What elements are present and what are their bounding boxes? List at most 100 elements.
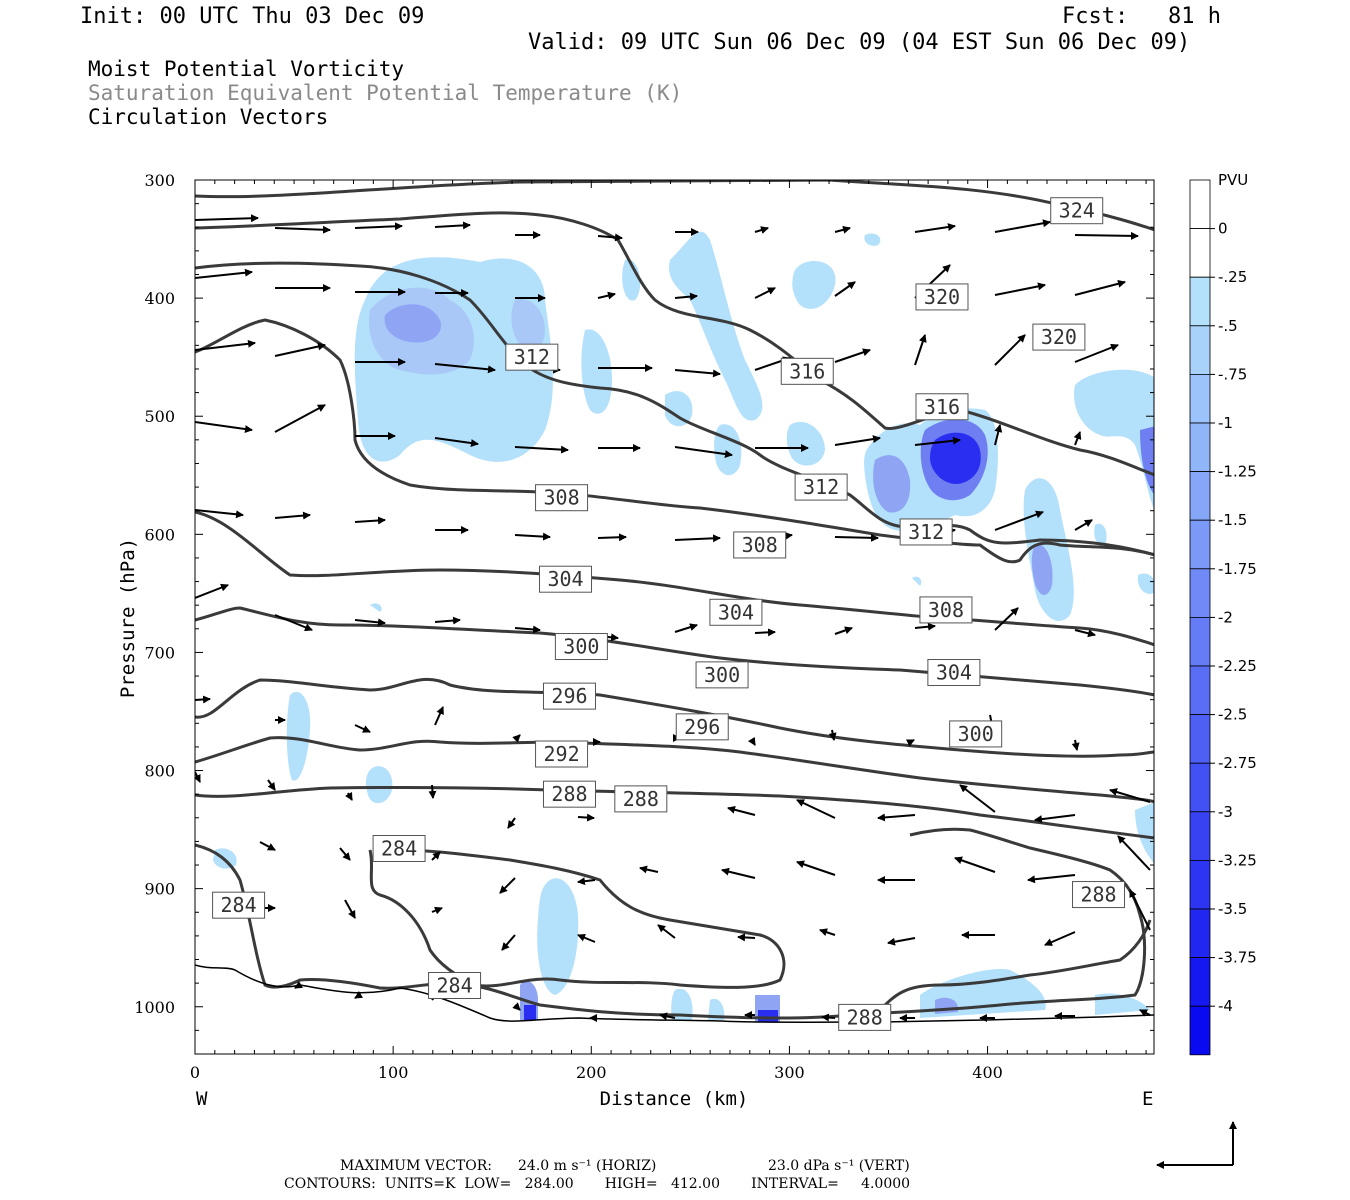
circulation-vector xyxy=(1073,431,1082,446)
circulation-vector xyxy=(434,706,444,726)
circulation-vector xyxy=(345,791,353,801)
contour-label: 292 xyxy=(543,742,579,766)
contour-label-box xyxy=(709,598,763,626)
pv-colorbar: PVU 0 -.25 -.5 -.75 -1 -1.25 -1.5 -1.75 -2 -2.25 -2… xyxy=(1189,171,1257,1056)
contour-label-box xyxy=(675,713,729,741)
circulation-vector xyxy=(819,928,836,937)
circulation-vector xyxy=(754,226,769,234)
max-vector-label: MAXIMUM VECTOR: xyxy=(340,1158,492,1174)
contour-label: 284 xyxy=(381,836,417,860)
east-label: E xyxy=(1142,1088,1153,1110)
colorbar-label: -2.5 xyxy=(1218,706,1247,724)
colorbar-label: -2 xyxy=(1218,608,1233,626)
pv-blob xyxy=(365,766,393,804)
contour-info: CONTOURS: UNITS=K LOW= 284.00 HIGH= 412.… xyxy=(284,1176,911,1192)
colorbar-swatch xyxy=(1189,471,1211,521)
colorbar-swatch xyxy=(1189,908,1211,958)
circulation-vector xyxy=(674,534,721,543)
contour-label: 284 xyxy=(221,893,257,917)
contour-line xyxy=(368,848,786,989)
circulation-vector xyxy=(294,980,304,989)
circulation-vector xyxy=(501,934,516,951)
contour-line xyxy=(195,677,1154,758)
circulation-vector xyxy=(674,369,721,378)
circulation-vector xyxy=(994,424,1003,446)
contour-line xyxy=(195,606,1154,697)
circulation-vector xyxy=(597,233,623,242)
circulation-vector xyxy=(195,421,253,433)
contour-line xyxy=(195,736,1154,804)
contour-label: 288 xyxy=(551,782,587,806)
circulation-vector xyxy=(507,817,516,829)
theta-es-contours xyxy=(195,180,1154,1020)
pv-blob xyxy=(537,878,579,995)
circulation-vector xyxy=(828,729,837,741)
x-tick-label: 100 xyxy=(378,1063,409,1082)
contour-label: 308 xyxy=(543,486,579,510)
contour-label: 296 xyxy=(684,715,720,739)
circulation-vector xyxy=(354,618,386,627)
circulation-vector xyxy=(1074,629,1096,638)
circulation-vector xyxy=(721,867,756,879)
contour-line xyxy=(195,318,1154,564)
pv-blob xyxy=(669,231,763,421)
colorbar-swatch xyxy=(1189,665,1211,715)
contour-line xyxy=(195,510,1154,647)
title-pv: Moist Potential Vorticity xyxy=(88,57,405,81)
pv-blob xyxy=(1140,426,1154,495)
circulation-vector xyxy=(747,736,756,746)
contour-label: 304 xyxy=(547,567,583,591)
circulation-vector xyxy=(354,516,386,525)
contour-label-box xyxy=(733,531,787,559)
contour-label: 284 xyxy=(437,973,473,997)
circulation-vector xyxy=(195,509,244,519)
circulation-vector xyxy=(354,990,364,999)
contour-label: 316 xyxy=(924,395,960,419)
contour-label: 320 xyxy=(924,285,960,309)
contour-label: 312 xyxy=(908,520,944,544)
contour-label-box xyxy=(212,891,266,919)
circulation-vector xyxy=(834,533,879,542)
pv-blob xyxy=(286,691,311,781)
contour-label: 288 xyxy=(847,1005,883,1029)
circulation-vector xyxy=(434,437,479,447)
circulation-vector xyxy=(267,779,276,791)
colorbar-swatch xyxy=(1189,811,1211,861)
circulation-vector xyxy=(499,877,516,894)
circulation-vector xyxy=(577,813,595,822)
circulation-vector xyxy=(737,933,756,942)
pv-blob xyxy=(912,576,922,586)
circulation-vector xyxy=(914,436,961,446)
pv-blob xyxy=(1137,573,1154,594)
contour-label-box xyxy=(614,785,668,813)
circulation-vector xyxy=(959,784,996,813)
reference-vectors xyxy=(1156,1121,1237,1169)
circulation-vector xyxy=(344,899,356,919)
max-vector-horiz: 24.0 m s⁻¹ (HORIZ) xyxy=(518,1158,657,1174)
contour-label-box xyxy=(838,1003,892,1031)
pv-blob xyxy=(930,432,981,485)
y-tick-label: 800 xyxy=(144,762,175,781)
contour-label-box xyxy=(1072,881,1126,909)
colorbar-swatch xyxy=(1189,276,1211,327)
pv-blob xyxy=(708,998,725,1020)
colorbar-unit: PVU xyxy=(1218,171,1248,189)
circulation-vector xyxy=(512,1002,521,1011)
colorbar-label: -3.25 xyxy=(1218,851,1257,869)
circulation-vector xyxy=(1034,814,1076,824)
title-vectors: Circulation Vectors xyxy=(88,105,329,129)
contour-labels: 324 320 320 316 316 312 312 312 308 308 308 304 304 3… xyxy=(212,197,1126,1031)
colorbar-swatch xyxy=(1189,568,1211,618)
colorbar-swatch xyxy=(1189,957,1211,1007)
colorbar-swatch xyxy=(1189,325,1211,375)
contour-label-box xyxy=(1032,323,1086,351)
contour-label: 288 xyxy=(623,787,659,811)
circulation-vector xyxy=(274,404,326,433)
pv-blob xyxy=(864,233,881,246)
pv-blob xyxy=(758,1010,778,1022)
pv-blob xyxy=(1074,369,1154,510)
circulation-vector xyxy=(1109,788,1151,803)
colorbar-swatch xyxy=(1189,714,1211,764)
colorbar-label: 0 xyxy=(1218,220,1228,238)
colorbar-label: -1.25 xyxy=(1218,463,1257,481)
